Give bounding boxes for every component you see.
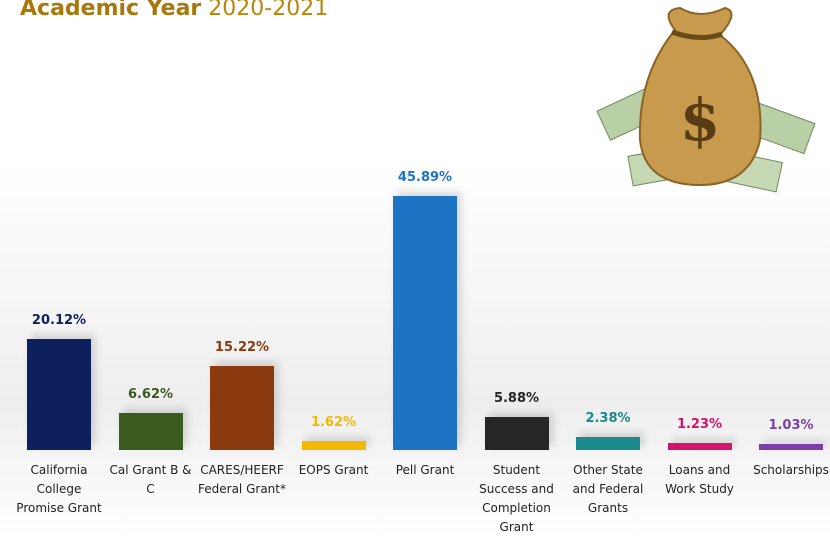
bar (27, 338, 91, 450)
x-tick-label: Cal Grant B & C (109, 463, 192, 496)
chart-title: Academic Year (20, 0, 202, 21)
value-label: 1.03% (768, 418, 814, 434)
chart-subtitle: 2020-2021 (208, 0, 329, 21)
value-label: 1.23% (676, 417, 723, 433)
x-tick-label: Other State and Federal Grants (572, 463, 644, 515)
value-label: 20.12% (31, 312, 87, 328)
value-label: 45.89% (397, 169, 453, 185)
svg-text:$: $ (680, 86, 720, 154)
bar (301, 441, 366, 450)
value-label: 1.62% (310, 415, 357, 431)
value-label: 15.22% (214, 339, 270, 355)
bar (667, 443, 732, 450)
value-label: 5.88% (493, 391, 540, 407)
money-bag-icon: $ (596, 6, 816, 193)
value-label: 6.62% (127, 387, 174, 403)
x-tick-label: Student Success and Completion Grant (479, 463, 554, 534)
x-tick-label: CARES/HEERF Federal Grant* (198, 463, 286, 496)
value-label: 2.38% (585, 410, 631, 426)
bar (118, 413, 183, 450)
bar (484, 417, 549, 450)
x-tick-label: California College Promise Grant (16, 463, 102, 515)
bar (759, 444, 823, 450)
bar (576, 436, 640, 450)
bar (210, 365, 274, 450)
x-tick-label: Pell Grant (395, 463, 455, 477)
title-block: Academic Year 2020-2021 (20, 0, 328, 21)
x-tick-label: Scholarships (753, 463, 829, 477)
bar (393, 195, 457, 450)
x-tick-label: EOPS Grant (298, 463, 369, 477)
x-tick-label: Loans and Work Study (665, 463, 734, 496)
